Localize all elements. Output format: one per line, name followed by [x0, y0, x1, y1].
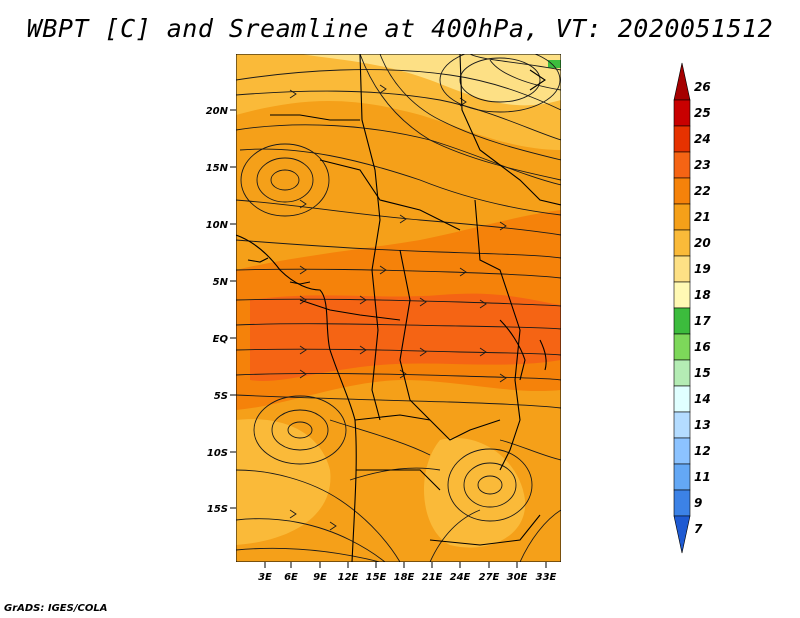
lat-label: 20N	[206, 106, 229, 117]
colorbar-label: 25	[694, 106, 711, 120]
longitude-axis: 3E 6E 9E 12E 15E 18E 21E 24E 27E 30E 33E	[258, 562, 557, 583]
colorbar-swatch	[673, 333, 691, 361]
colorbar-swatch	[673, 177, 691, 205]
colorbar-label: 7	[694, 522, 703, 536]
colorbar-label: 9	[694, 496, 702, 510]
lat-label: EQ	[213, 334, 229, 345]
lon-label: 3E	[258, 572, 272, 583]
colorbar-label: 21	[694, 210, 711, 224]
streamlines	[236, 54, 561, 562]
lat-label: 15N	[206, 163, 229, 174]
colorbar-label: 16	[694, 340, 711, 354]
colorbar-label: 19	[694, 262, 711, 276]
colorbar-swatch	[673, 437, 691, 465]
colorbar-label: 20	[694, 236, 711, 250]
lon-label: 15E	[366, 572, 387, 583]
colorbar-label: 13	[694, 418, 711, 432]
lon-label: 33E	[536, 572, 557, 583]
wbpt-field-max	[250, 293, 561, 382]
lon-label: 24E	[450, 572, 471, 583]
lon-label: 27E	[479, 572, 500, 583]
lon-label: 18E	[394, 572, 415, 583]
colorbar-swatch	[673, 411, 691, 439]
grads-credit: GrADS: IGES/COLA	[4, 603, 108, 614]
colorbar-swatch	[673, 229, 691, 257]
colorbar-label: 11	[694, 470, 711, 484]
colorbar-label: 18	[694, 288, 711, 302]
country-borders	[236, 54, 561, 562]
colorbar-label: 12	[694, 444, 711, 458]
chart-title: WBPT [C] and Sreamline at 400hPa, VT: 20…	[26, 14, 774, 43]
lon-label: 9E	[313, 572, 327, 583]
colorbar-swatch	[673, 99, 691, 127]
colorbar-swatch	[673, 359, 691, 387]
lon-label: 30E	[507, 572, 528, 583]
map-panel	[236, 54, 561, 562]
colorbar-label: 17	[694, 314, 711, 328]
colorbar-swatch	[673, 281, 691, 309]
streamline-arrowheads	[289, 84, 507, 531]
colorbar-swatch	[673, 385, 691, 413]
colorbar-label: 23	[694, 158, 711, 172]
colorbar-swatch	[673, 463, 691, 491]
latitude-axis: 20N 15N 10N 5N EQ 5S 10S 15S	[206, 106, 236, 515]
colorbar-label: 15	[694, 366, 711, 380]
lat-label: 10N	[206, 220, 229, 231]
colorbar-label: 22	[694, 184, 711, 198]
colorbar-swatch	[673, 151, 691, 179]
colorbar: 26 25 24 23 22 21 20 19 18 17 16 15 14 13 12 11 9 7	[673, 62, 711, 554]
colorbar-label: 26	[694, 80, 711, 94]
colorbar-swatch	[673, 515, 691, 554]
lat-label: 5S	[214, 391, 228, 402]
colorbar-swatch	[673, 307, 691, 335]
wbpt-field-south-west	[236, 419, 331, 545]
lat-label: 5N	[213, 277, 229, 288]
colorbar-label: 24	[694, 132, 711, 146]
colorbar-swatch	[673, 489, 691, 517]
wbpt-field-green-patch	[548, 60, 561, 68]
colorbar-swatch	[673, 62, 691, 101]
lat-label: 10S	[207, 448, 228, 459]
colorbar-swatch	[673, 255, 691, 283]
lon-label: 6E	[284, 572, 298, 583]
lon-label: 21E	[422, 572, 443, 583]
colorbar-swatch	[673, 125, 691, 153]
colorbar-swatch	[673, 203, 691, 231]
lat-label: 15S	[207, 504, 228, 515]
lon-label: 12E	[338, 572, 359, 583]
colorbar-label: 14	[694, 392, 711, 406]
